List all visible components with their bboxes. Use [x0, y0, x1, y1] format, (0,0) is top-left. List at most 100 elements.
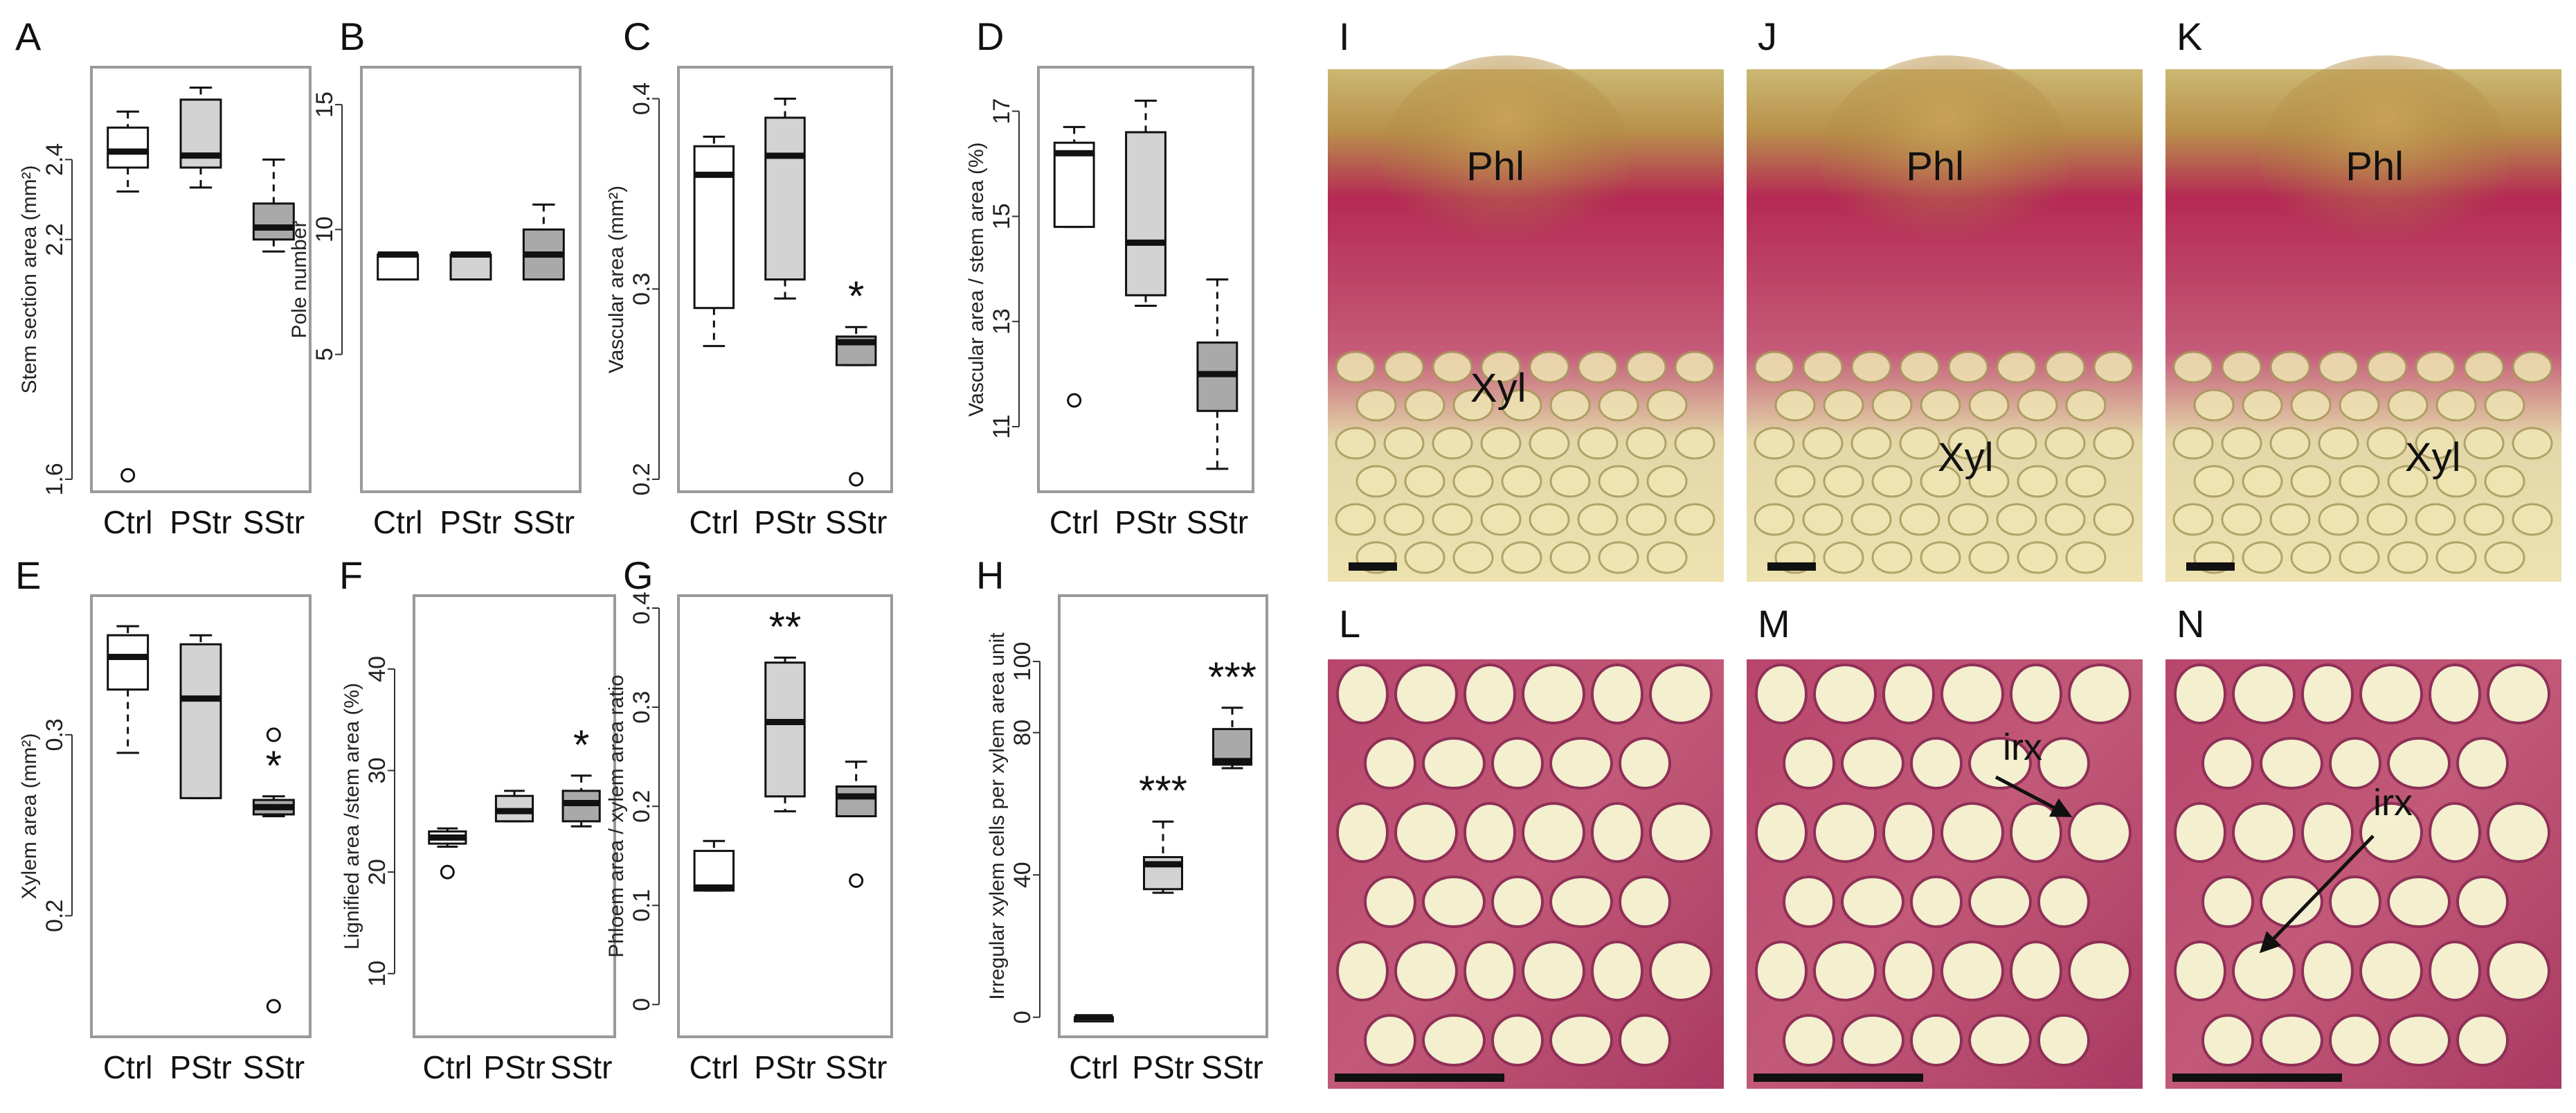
xylem-cell: [2339, 389, 2380, 422]
xylem-cell: [1522, 664, 1585, 724]
xylem-cell: [1871, 389, 1913, 422]
xylem-cell: [1549, 541, 1591, 574]
xylem-cell: [1529, 427, 1570, 460]
xylem-cell: [2044, 503, 2086, 536]
box-iqr: [764, 661, 806, 798]
xylem-cell: [2201, 737, 2254, 790]
scale-bar: [1754, 1074, 1923, 1082]
xylem-cell: [1549, 737, 1613, 790]
xylem-cell: [1491, 737, 1544, 790]
xylem-cell: [1598, 389, 1639, 422]
xylem-cell: [1823, 389, 1864, 422]
category-label: PStr: [1115, 504, 1176, 540]
box-ctrl: [1074, 1014, 1114, 1023]
xylem-cell: [2068, 941, 2132, 1001]
micrograph-l: L: [1328, 602, 1724, 1089]
xylem-cell: [1598, 541, 1639, 574]
xylem-cell: [1940, 802, 2004, 863]
xylem-cell: [1480, 427, 1522, 460]
xylem-cell: [2318, 503, 2359, 536]
xylem-cell: [2329, 875, 2381, 928]
xylem-cell: [2017, 465, 2058, 498]
xylem-cell: [2387, 737, 2451, 790]
xylem-cell: [2010, 664, 2062, 724]
xylem-cell: [1649, 941, 1713, 1001]
box-iqr: [107, 126, 150, 169]
xylem-cell: [2044, 350, 2086, 384]
y-tick-label: 0.2: [42, 900, 68, 932]
box-ctrl: [377, 251, 420, 281]
xylem-cell: [1577, 503, 1619, 536]
xylem-cell: [1422, 737, 1486, 790]
xylem-cell: [1674, 350, 1715, 384]
xylem-cell: [1947, 427, 1989, 460]
y-tick-label: 15: [989, 203, 1015, 229]
phloem-region: [2260, 55, 2510, 263]
xylem-cell: [1619, 875, 1671, 928]
xylem-cell: [2172, 503, 2214, 536]
box-iqr: [693, 145, 735, 310]
outlier-point: [120, 468, 136, 483]
box-ctrl: [693, 839, 735, 892]
xylem-cell: [1625, 503, 1667, 536]
y-tick-label: 20: [364, 859, 390, 885]
xylem-cell: [2329, 1014, 2381, 1067]
category-label: SStr: [1201, 1049, 1263, 1085]
xylem-cell: [1335, 427, 1376, 460]
xylem-cell: [1754, 503, 1795, 536]
xylem-cell: [1850, 427, 1892, 460]
xylem-cell: [2093, 503, 2134, 536]
xylem-cell: [2415, 350, 2456, 384]
y-tick-label: 0: [1009, 1010, 1036, 1024]
xylem-cell: [2484, 389, 2525, 422]
y-axis-label: Phloem area / xylem area ratio: [605, 675, 628, 958]
xylem-cell: [2456, 875, 2509, 928]
category-label: PStr: [170, 504, 231, 540]
xylem-cell: [2010, 802, 2062, 863]
xylem-cell: [2456, 1014, 2509, 1067]
xylem-cell: [1404, 389, 1445, 422]
xylem-cell: [2415, 503, 2456, 536]
xylem-cell: [2044, 427, 2086, 460]
xylem-cell: [2193, 389, 2235, 422]
xylem-cell: [1841, 875, 1904, 928]
xylem-cell: [1996, 503, 2037, 536]
significance-mark: *: [848, 273, 864, 319]
xylem-cell: [2339, 465, 2380, 498]
xylem-cell: [1452, 389, 1494, 422]
xylem-cell: [1625, 350, 1667, 384]
xylem-cell: [2093, 350, 2134, 384]
xylem-cell: [1501, 389, 1542, 422]
xylem-cell: [2463, 427, 2505, 460]
plot-frame: [90, 594, 312, 1038]
xylem-cell: [1522, 941, 1585, 1001]
xylem-cell: [2387, 465, 2429, 498]
xylem-cell: [1336, 941, 1389, 1001]
xylem-cell: [1619, 1014, 1671, 1067]
xylem-cell: [1850, 503, 1892, 536]
xylem-cell: [1619, 737, 1671, 790]
xylem-cell: [1947, 503, 1989, 536]
y-tick-label: 17: [989, 98, 1015, 125]
xylem-cell: [1491, 1014, 1544, 1067]
xylem-cell: [1755, 941, 1808, 1001]
box-iqr: [449, 253, 492, 281]
xylem-cell: [2484, 465, 2525, 498]
xylem-cell: [2339, 541, 2380, 574]
xylem-cell: [2172, 427, 2214, 460]
xylem-cell: [2174, 664, 2226, 724]
xylem-cell: [2201, 875, 2254, 928]
xylem-label: Xyl: [1470, 366, 1526, 411]
xylem-cell: [1335, 503, 1376, 536]
y-tick-label: 2.4: [42, 143, 68, 176]
xylem-cell: [1646, 541, 1688, 574]
box-ctrl: [107, 625, 150, 754]
category-label: SStr: [1187, 504, 1248, 540]
y-tick-label: 2.2: [42, 223, 68, 256]
xylem-cell: [1813, 941, 1877, 1001]
xylem-cell: [2221, 503, 2262, 536]
